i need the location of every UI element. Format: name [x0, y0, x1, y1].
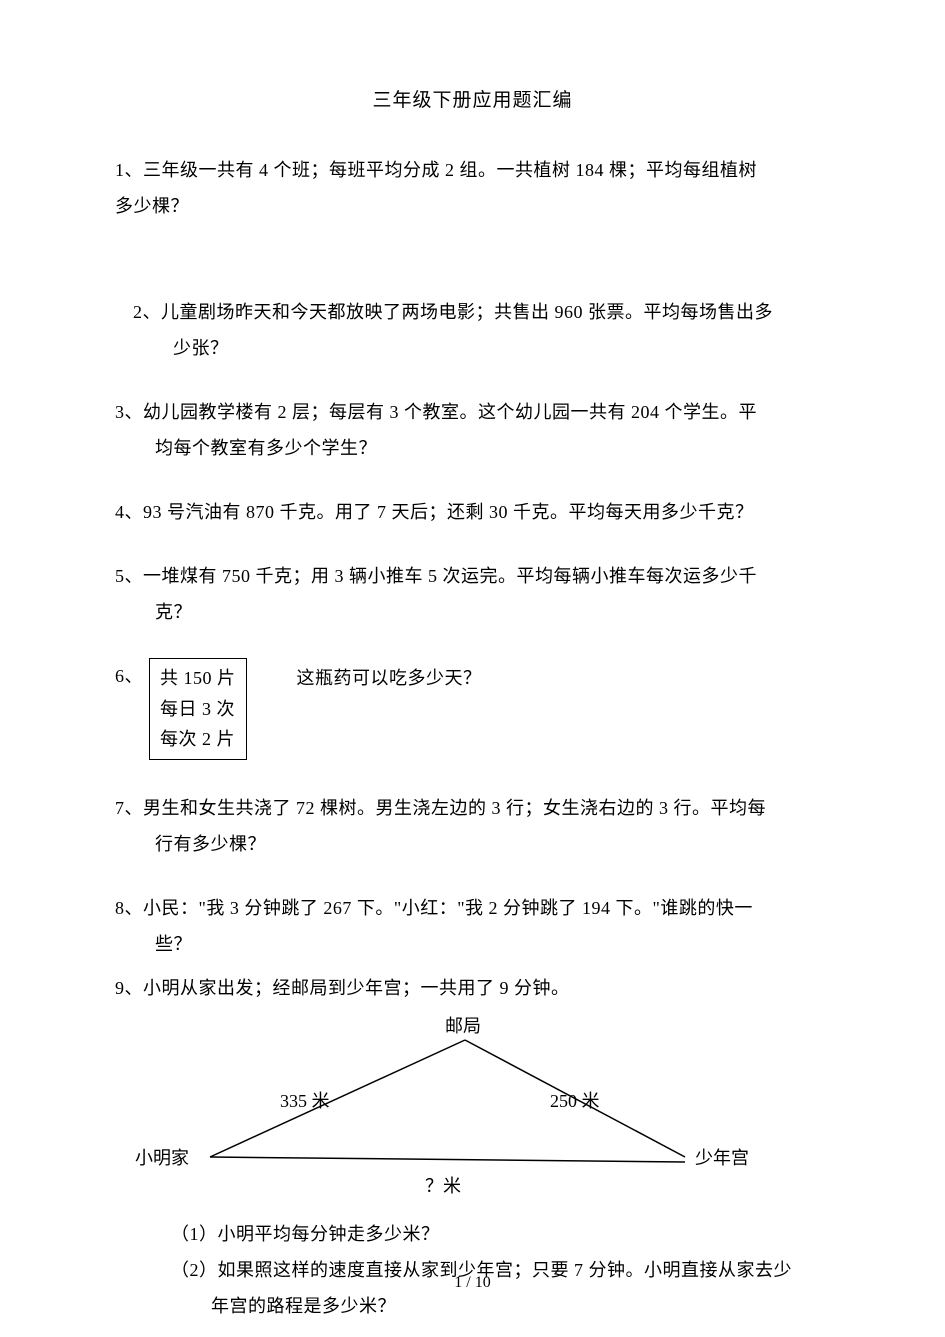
problem-8-line2: 些？: [115, 926, 830, 962]
edge-bottom: [210, 1157, 685, 1162]
edge-top-left: [210, 1040, 465, 1157]
label-youth-palace: 少年宫: [695, 1144, 749, 1170]
problem-8: 8、小民："我 3 分钟跳了 267 下。"小红："我 2 分钟跳了 194 下…: [115, 890, 830, 962]
problem-4: 4、93 号汽油有 870 千克。用了 7 天后；还剩 30 千克。平均每天用多…: [115, 494, 830, 530]
label-home: 小明家: [135, 1144, 189, 1170]
problem-7-line2: 行有多少棵？: [115, 826, 830, 862]
problem-3-line2: 均每个教室有多少个学生？: [115, 430, 830, 466]
problem-9-sub2-line2: 年宫的路程是多少米？: [115, 1288, 830, 1324]
problem-3-line1: 3、幼儿园教学楼有 2 层；每层有 3 个教室。这个幼儿园一共有 204 个学生…: [115, 394, 830, 430]
label-post-office: 邮局: [445, 1012, 481, 1038]
problem-6: 6、 共 150 片 每日 3 次 每次 2 片 这瓶药可以吃多少天？: [115, 658, 830, 760]
problem-5-line1: 5、一堆煤有 750 千克；用 3 辆小推车 5 次运完。平均每辆小推车每次运多…: [115, 558, 830, 594]
label-unknown-distance: ？米: [425, 1172, 461, 1198]
problem-2: 2、儿童剧场昨天和今天都放映了两场电影；共售出 960 张票。平均每场售出多 少…: [115, 294, 830, 366]
page-number: 1 / 10: [0, 1274, 945, 1292]
problem-5-line2: 克？: [115, 594, 830, 630]
problem-7-line1: 7、男生和女生共浇了 72 棵树。男生浇左边的 3 行；女生浇右边的 3 行。平…: [115, 790, 830, 826]
problem-1-line2: 多少棵？: [115, 188, 830, 224]
page-title: 三年级下册应用题汇编: [115, 85, 830, 112]
box-line1: 共 150 片: [160, 663, 236, 694]
box-line3: 每次 2 片: [160, 724, 236, 755]
problem-7: 7、男生和女生共浇了 72 棵树。男生浇左边的 3 行；女生浇右边的 3 行。平…: [115, 790, 830, 862]
problem-3: 3、幼儿园教学楼有 2 层；每层有 3 个教室。这个幼儿园一共有 204 个学生…: [115, 394, 830, 466]
diagram-lines: [115, 1012, 830, 1212]
problem-9-line1: 9、小明从家出发；经邮局到少年宫；一共用了 9 分钟。: [115, 970, 830, 1006]
label-distance-right: 250 米: [550, 1087, 600, 1113]
problem-6-question: 这瓶药可以吃多少天？: [297, 658, 482, 696]
problem-8-line1: 8、小民："我 3 分钟跳了 267 下。"小红："我 2 分钟跳了 194 下…: [115, 890, 830, 926]
medicine-box: 共 150 片 每日 3 次 每次 2 片: [149, 658, 247, 760]
label-distance-left: 335 米: [280, 1087, 330, 1113]
problem-4-line1: 4、93 号汽油有 870 千克。用了 7 天后；还剩 30 千克。平均每天用多…: [115, 494, 830, 530]
problem-5: 5、一堆煤有 750 千克；用 3 辆小推车 5 次运完。平均每辆小推车每次运多…: [115, 558, 830, 630]
problem-9-sub1: （1）小明平均每分钟走多少米？: [115, 1216, 830, 1252]
problem-1-line1: 1、三年级一共有 4 个班；每班平均分成 2 组。一共植树 184 棵；平均每组…: [115, 152, 830, 188]
problem-2-line1: 2、儿童剧场昨天和今天都放映了两场电影；共售出 960 张票。平均每场售出多: [133, 294, 830, 330]
box-line2: 每日 3 次: [160, 694, 236, 725]
problem-9: 9、小明从家出发；经邮局到少年宫；一共用了 9 分钟。: [115, 970, 830, 1006]
problem-6-number: 6、: [115, 658, 143, 694]
route-diagram: 邮局 335 米 250 米 小明家 少年宫 ？米: [115, 1012, 830, 1212]
problem-2-line2: 少张？: [133, 330, 830, 366]
problem-1: 1、三年级一共有 4 个班；每班平均分成 2 组。一共植树 184 棵；平均每组…: [115, 152, 830, 224]
